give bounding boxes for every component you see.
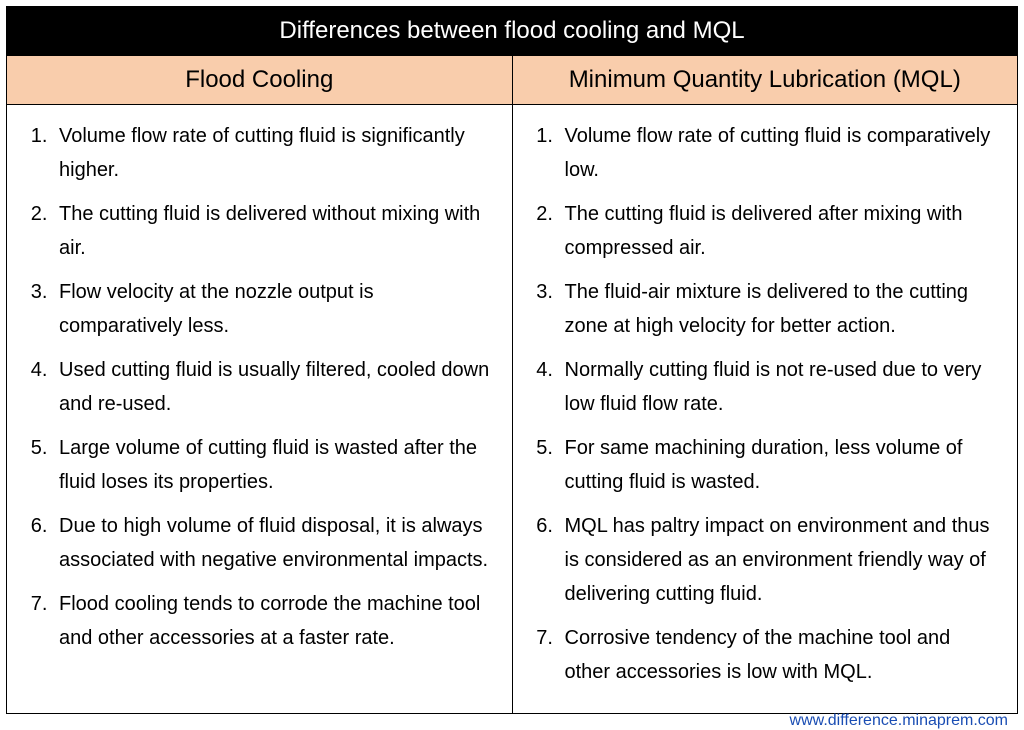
list-item: Volume flow rate of cutting fluid is com… (559, 119, 1000, 187)
list-item: MQL has paltry impact on environment and… (559, 509, 1000, 611)
table-title: Differences between flood cooling and MQ… (7, 7, 1017, 55)
list-item: For same machining duration, less volume… (559, 431, 1000, 499)
right-points-list: Volume flow rate of cutting fluid is com… (535, 119, 1000, 689)
list-item: The cutting fluid is delivered without m… (53, 197, 494, 265)
source-url: www.difference.minaprem.com (6, 712, 1018, 730)
list-item: Due to high volume of fluid disposal, it… (53, 509, 494, 577)
header-right: Minimum Quantity Lubrication (MQL) (513, 56, 1018, 104)
list-item: Flood cooling tends to corrode the machi… (53, 587, 494, 655)
list-item: Corrosive tendency of the machine tool a… (559, 621, 1000, 689)
comparison-table: Differences between flood cooling and MQ… (6, 6, 1018, 714)
list-item: Large volume of cutting fluid is wasted … (53, 431, 494, 499)
left-points-list: Volume flow rate of cutting fluid is sig… (29, 119, 494, 655)
header-row: Flood Cooling Minimum Quantity Lubricati… (7, 55, 1017, 105)
list-item: Used cutting fluid is usually filtered, … (53, 353, 494, 421)
body-cell-right: Volume flow rate of cutting fluid is com… (513, 105, 1018, 713)
list-item: The cutting fluid is delivered after mix… (559, 197, 1000, 265)
list-item: Volume flow rate of cutting fluid is sig… (53, 119, 494, 187)
body-cell-left: Volume flow rate of cutting fluid is sig… (7, 105, 513, 713)
list-item: Flow velocity at the nozzle output is co… (53, 275, 494, 343)
list-item: Normally cutting fluid is not re-used du… (559, 353, 1000, 421)
body-row: Volume flow rate of cutting fluid is sig… (7, 105, 1017, 713)
list-item: The fluid-air mixture is delivered to th… (559, 275, 1000, 343)
header-left: Flood Cooling (7, 56, 513, 104)
